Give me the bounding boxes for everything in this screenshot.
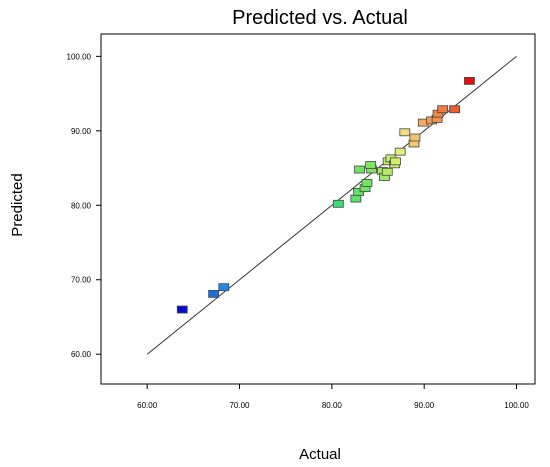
- reference-line: [146, 55, 517, 355]
- y-axis: 60.00 70.00 80.00 90.00 100.00: [67, 52, 101, 359]
- data-point: [350, 194, 362, 203]
- x-tick-label: 80.00: [322, 401, 343, 410]
- data-point: [409, 133, 421, 142]
- data-point: [354, 165, 365, 174]
- data-point: [394, 147, 406, 156]
- data-point: [390, 157, 401, 166]
- x-tick-label: 70.00: [229, 401, 250, 410]
- data-point: [218, 283, 230, 292]
- x-tick-label: 100.00: [504, 401, 529, 410]
- chart-title: Predicted vs. Actual: [232, 7, 408, 29]
- y-tick-label: 60.00: [71, 350, 92, 359]
- data-points: [176, 77, 475, 314]
- x-tick-label: 60.00: [137, 401, 158, 410]
- data-point: [208, 289, 220, 298]
- data-point: [449, 105, 461, 114]
- y-tick-label: 70.00: [71, 276, 92, 285]
- data-point: [381, 167, 393, 176]
- y-tick-label: 90.00: [71, 127, 92, 136]
- data-point: [332, 199, 344, 208]
- x-axis-label: Actual: [299, 446, 341, 463]
- x-tick-label: 90.00: [414, 401, 435, 410]
- data-point: [176, 305, 188, 314]
- data-point: [399, 128, 411, 137]
- x-axis: 60.00 70.00 80.00 90.00 100.00: [137, 384, 529, 410]
- data-point: [464, 77, 475, 85]
- y-tick-label: 100.00: [67, 52, 92, 61]
- data-point: [437, 105, 449, 114]
- data-point: [361, 179, 373, 187]
- y-tick-label: 80.00: [71, 201, 92, 210]
- y-axis-label: Predicted: [9, 173, 26, 236]
- plot-area-frame: [100, 33, 536, 385]
- data-point: [365, 161, 377, 169]
